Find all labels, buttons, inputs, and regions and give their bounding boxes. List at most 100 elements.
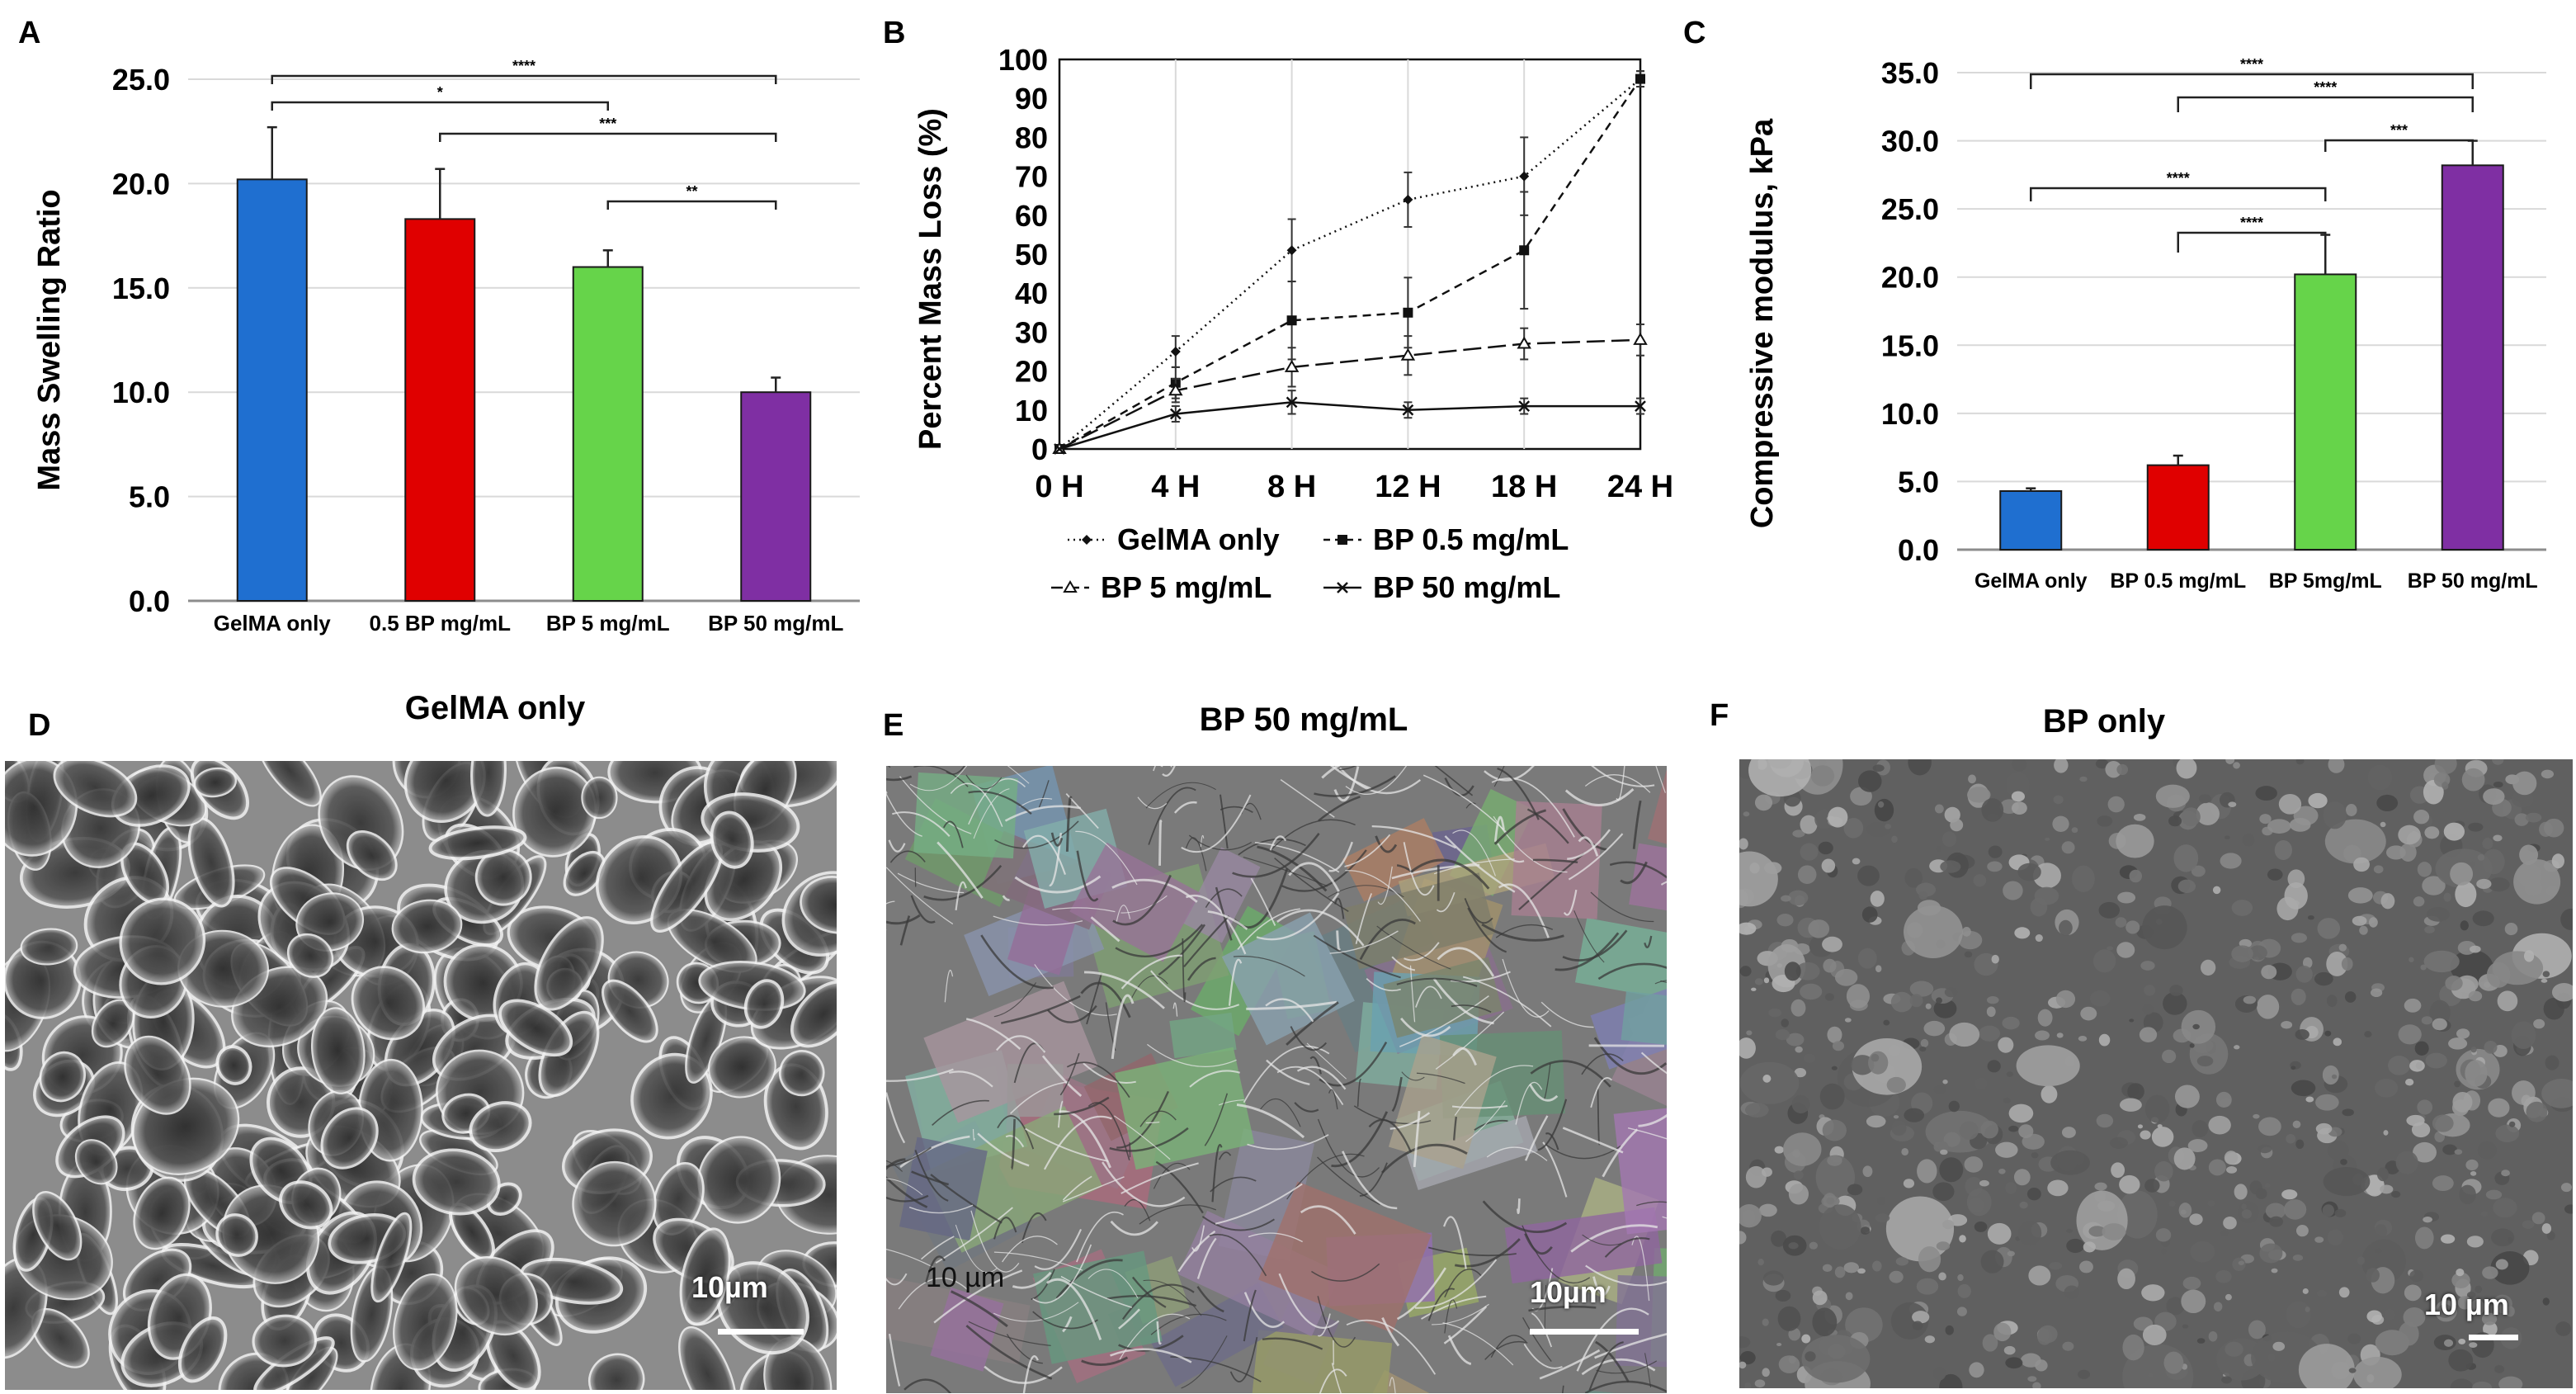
overlay-scale-label: 10 µm	[926, 1262, 1005, 1293]
fibrous-texture-e	[886, 766, 1667, 1393]
significance-label: ****	[2314, 79, 2337, 96]
scale-label: 10µm	[1530, 1275, 1606, 1309]
significance-bracket	[2177, 231, 2327, 253]
y-tick-label: 30	[1015, 315, 1048, 349]
panel-letter-a: A	[18, 16, 40, 50]
panel-letter-e: E	[883, 708, 904, 743]
point-marker	[1169, 408, 1182, 420]
scale-bar	[1530, 1329, 1639, 1335]
sem-image-bp50: 10 µm 10µm	[886, 766, 1667, 1393]
significance-bracket	[2177, 96, 2474, 112]
significance-label: ***	[599, 116, 616, 132]
x-tick-label: 4 H	[1151, 470, 1200, 504]
point-marker	[1400, 347, 1416, 361]
image-title-f: BP only	[2042, 703, 2166, 740]
point-marker	[1082, 535, 1092, 545]
point-marker	[1403, 307, 1413, 318]
legend-label: GelMA only	[1117, 522, 1280, 556]
x-tick-label: BP 50 mg/mL	[2408, 569, 2538, 593]
y-tick-label: 100	[998, 43, 1048, 77]
point-marker	[1517, 336, 1531, 349]
y-tick-label: 60	[1015, 199, 1048, 233]
significance-bracket	[2030, 187, 2327, 201]
chart-c-compressive: C Compressive modulus, kPa *************…	[1683, 16, 2546, 593]
x-tick-label: BP 50 mg/mL	[708, 611, 843, 636]
point-marker	[1518, 400, 1531, 412]
point-marker	[1168, 383, 1183, 396]
point-marker	[1286, 245, 1297, 256]
legend-label: BP 5 mg/mL	[1101, 570, 1271, 604]
y-axis-label: Percent Mass Loss (%)	[913, 108, 948, 450]
point-marker	[1403, 194, 1413, 205]
chart-b-mass-loss: B Percent Mass Loss (%) 0 H 4 H 8 H 12 H 18 …	[883, 16, 1673, 604]
significance-bracket	[606, 200, 777, 210]
significance-label: **	[686, 183, 697, 200]
bar	[404, 218, 476, 602]
x-tick-label: GelMA only	[214, 611, 332, 636]
x-tick-label: GelMA only	[1974, 569, 2088, 593]
point-marker	[1337, 582, 1348, 593]
point-marker	[1338, 535, 1347, 545]
image-title-d: GelMA only	[404, 690, 586, 726]
y-tick-label: 15.0	[112, 272, 170, 305]
y-tick-label: 25.0	[1881, 192, 1939, 226]
series-line	[1059, 401, 1640, 451]
bar	[740, 391, 812, 602]
chart-a-swelling: A Mass Swelling Ratio ********** 0.05.01…	[18, 16, 860, 636]
y-tick-label: 10	[1015, 394, 1048, 428]
point-marker	[1286, 396, 1298, 409]
y-tick-label: 35.0	[1881, 56, 1939, 90]
sem-image-bp-only: 10 µm	[1739, 759, 2573, 1388]
bar	[2146, 464, 2210, 551]
y-tick-label: 70	[1015, 160, 1048, 194]
panel-letter-b: B	[883, 16, 905, 50]
x-tick-label: BP 5mg/mL	[2269, 569, 2382, 593]
panel-letter-d: D	[28, 708, 51, 743]
x-tick-label: 24 H	[1607, 470, 1673, 504]
y-tick-label: 0	[1031, 432, 1048, 466]
bar	[1999, 489, 2063, 551]
point-marker	[1286, 315, 1297, 326]
x-tick-label: 0 H	[1035, 470, 1083, 504]
y-tick-label: 20.0	[1881, 261, 1939, 295]
point-marker	[1063, 580, 1078, 593]
scale-label: 10 µm	[2424, 1288, 2509, 1321]
y-tick-label: 20	[1015, 355, 1048, 389]
y-tick-label: 0.0	[1898, 533, 1939, 567]
scale-bar	[2469, 1335, 2518, 1340]
y-tick-label: 0.0	[129, 584, 170, 618]
panel-letter-f: F	[1710, 698, 1729, 733]
significance-bracket	[271, 101, 609, 111]
x-tick-label: BP 0.5 mg/mL	[2110, 569, 2246, 593]
y-tick-label: 90	[1015, 82, 1048, 116]
x-tick-label: 18 H	[1491, 470, 1557, 504]
significance-bracket	[2324, 139, 2474, 152]
point-marker	[1633, 332, 1648, 345]
y-axis-label: Mass Swelling Ratio	[32, 189, 67, 490]
significance-label: ****	[2240, 56, 2263, 73]
significance-bracket	[2030, 73, 2474, 89]
series-line	[1059, 338, 1641, 451]
significance-bracket	[271, 74, 777, 84]
series-line	[1059, 78, 1642, 451]
y-tick-label: 15.0	[1881, 328, 1939, 362]
bar	[236, 178, 308, 602]
sem-image-gelma: 10µm	[5, 761, 837, 1390]
significance-label: ****	[2167, 170, 2190, 187]
y-tick-label: 10.0	[112, 376, 170, 409]
panel-letter-c: C	[1683, 16, 1706, 50]
y-tick-label: 80	[1015, 120, 1048, 154]
bar	[2441, 164, 2504, 551]
y-tick-label: 50	[1015, 238, 1048, 272]
point-marker	[1635, 400, 1646, 412]
image-title-e: BP 50 mg/mL	[1199, 702, 1408, 738]
point-marker	[1054, 443, 1065, 455]
plot-frame	[1058, 58, 1642, 451]
point-marker	[1284, 359, 1300, 372]
significance-label: ****	[512, 58, 535, 74]
y-axis-label: Compressive modulus, kPa	[1745, 118, 1780, 528]
y-tick-label: 25.0	[112, 63, 170, 97]
x-tick-label: 8 H	[1267, 470, 1316, 504]
scale-label: 10µm	[691, 1270, 768, 1304]
point-marker	[1635, 73, 1645, 84]
